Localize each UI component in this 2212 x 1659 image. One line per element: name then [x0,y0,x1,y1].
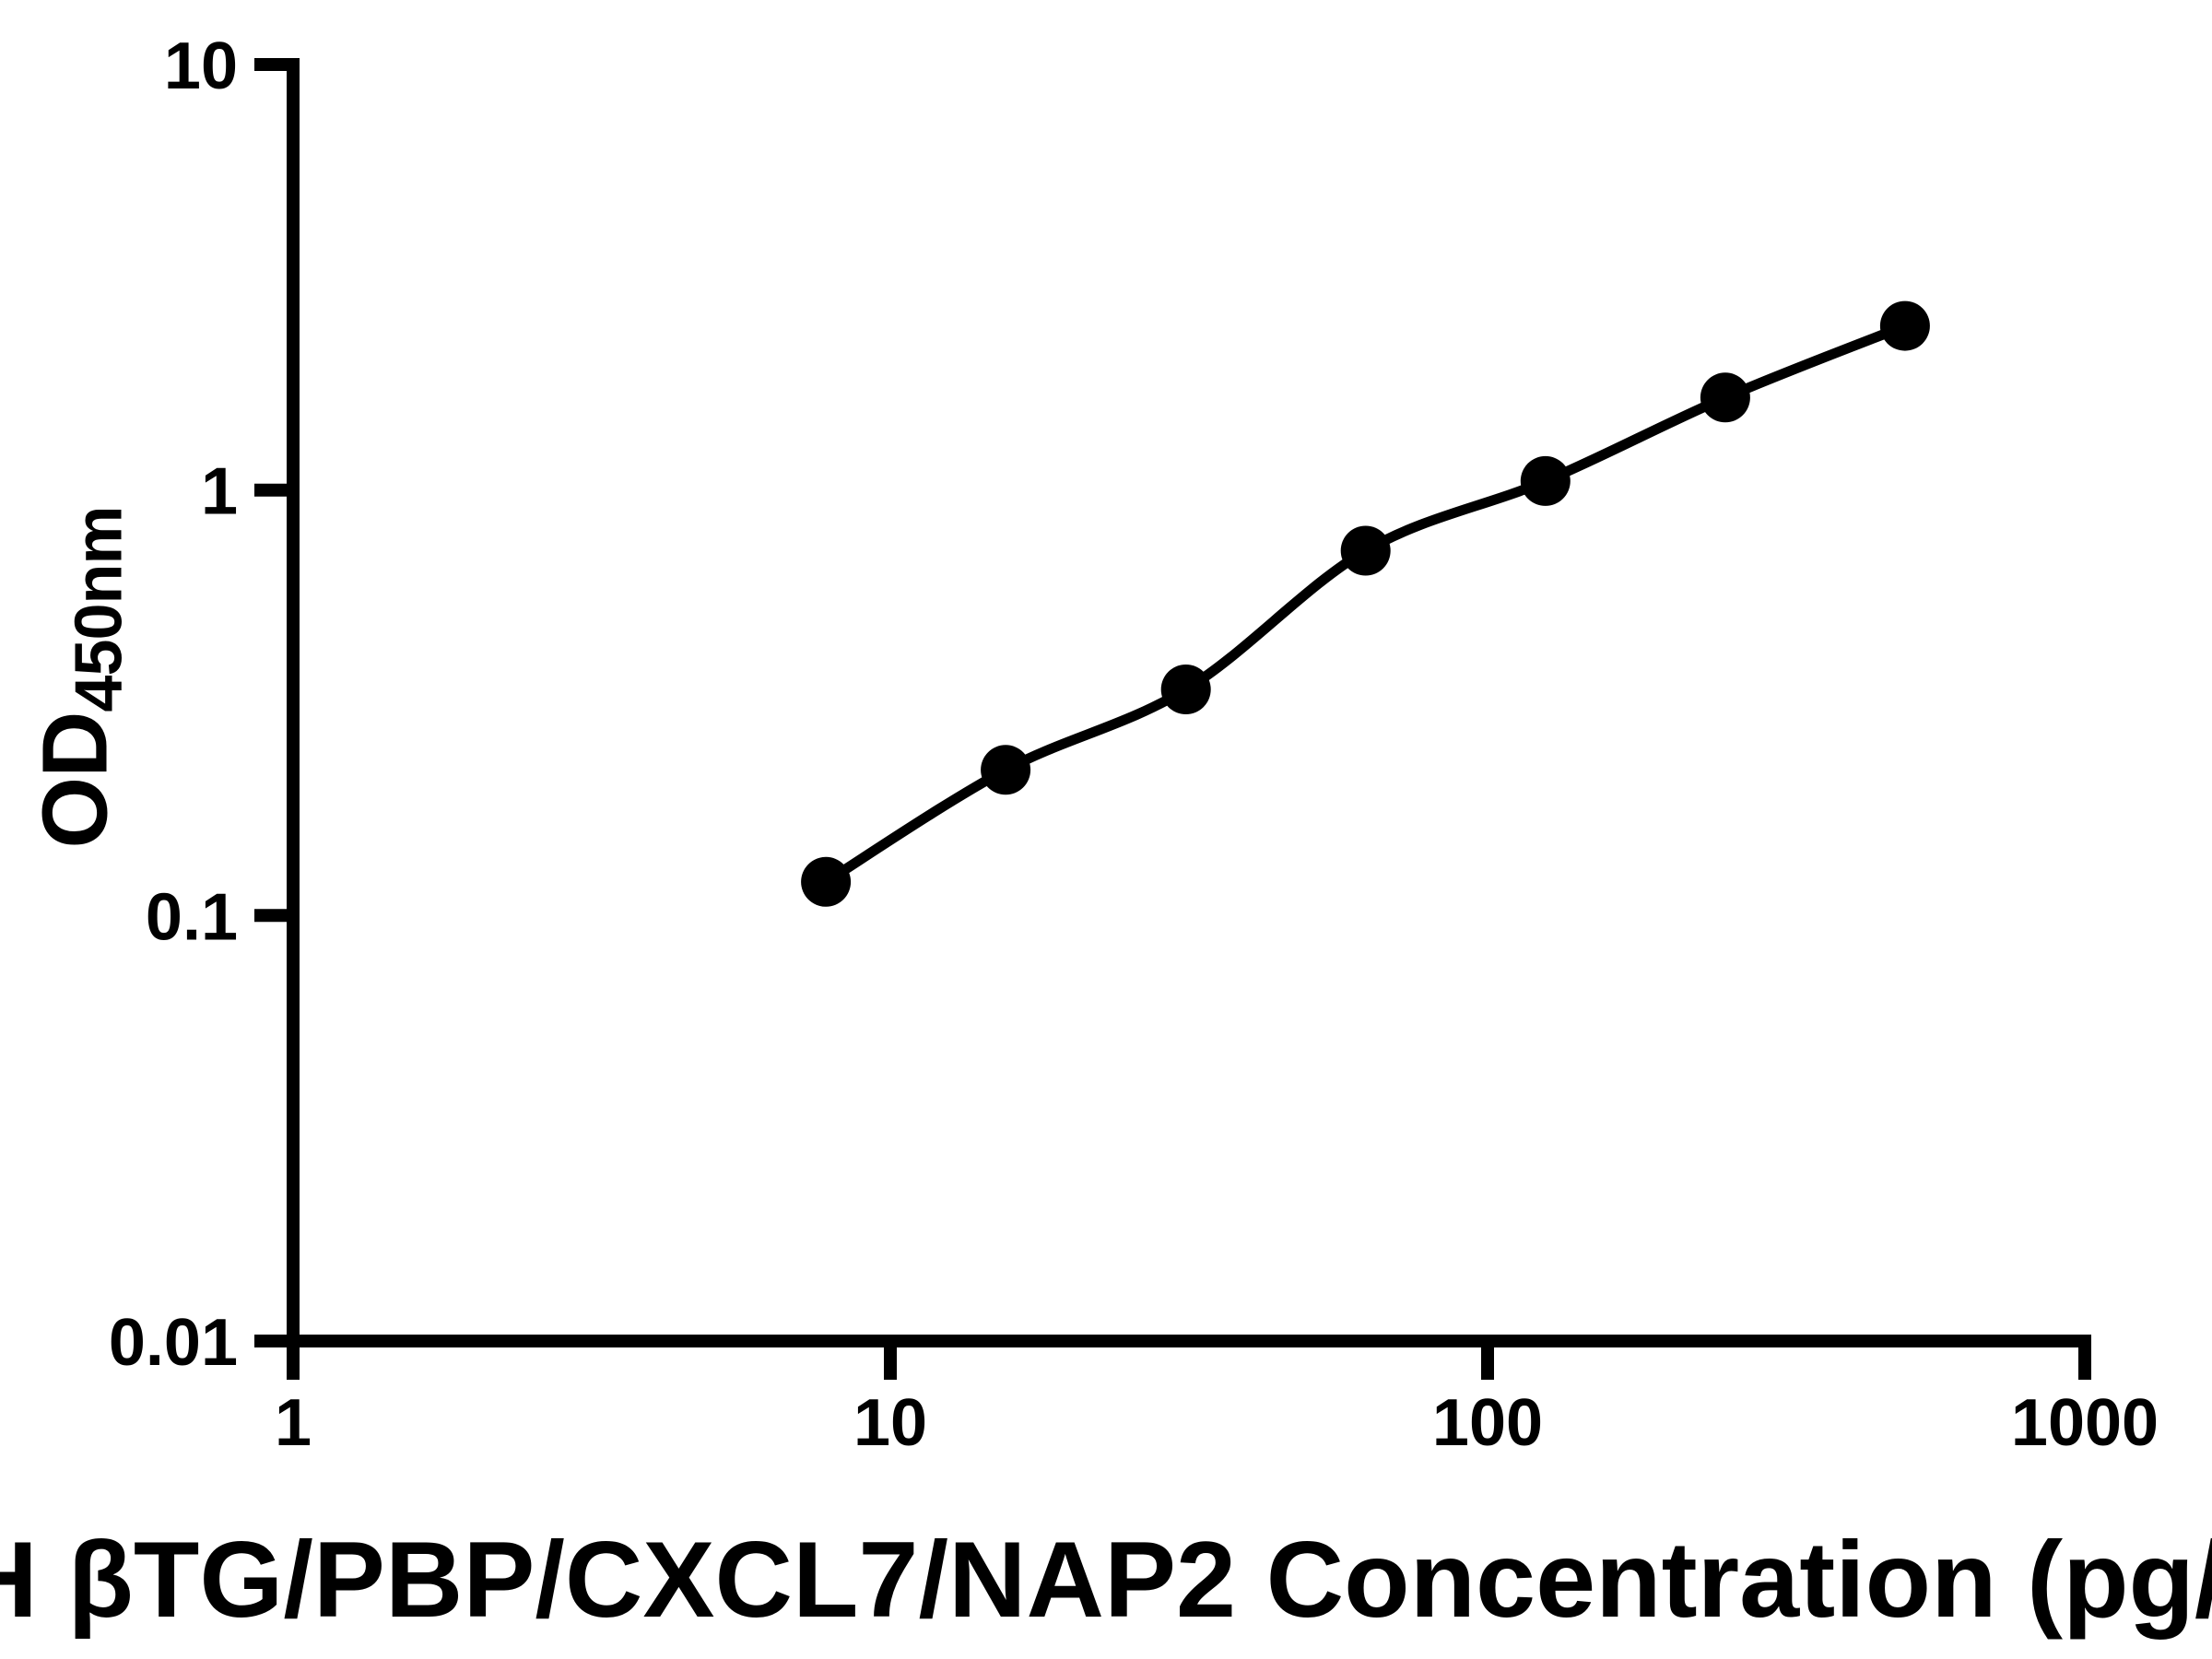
y-tick-label: 1 [201,455,238,529]
y-tick-label: 0.1 [146,880,238,954]
data-point [1520,455,1571,506]
y-axis-label-subscript: 450nm [62,506,136,712]
data-point [1700,372,1750,423]
data-point [801,856,852,907]
data-point [1160,665,1211,714]
x-tick-label: 1000 [2011,1386,2159,1460]
y-axis-label-base: OD [23,712,127,849]
data-point [1879,300,1930,351]
y-tick-label: 10 [164,29,238,103]
y-axis-label: OD450nm [23,506,136,849]
x-axis-label: H βTG/PBP/CXCL7/NAP2 Concentration (pg/ [0,1519,2212,1640]
standard-curve-series [801,300,1930,907]
x-tick-label: 1 [275,1386,312,1460]
axes: 10 1 0.1 0.01 1 10 100 1000 [109,29,2159,1460]
x-tick-label: 10 [853,1386,927,1460]
data-point [981,745,1031,795]
data-point [1340,525,1391,576]
y-tick-label: 0.01 [109,1306,238,1380]
x-tick-label: 100 [1432,1386,1543,1460]
x-axis-label-clip: H βTG/PBP/CXCL7/NAP2 Concentration (pg/ [0,1475,2212,1659]
